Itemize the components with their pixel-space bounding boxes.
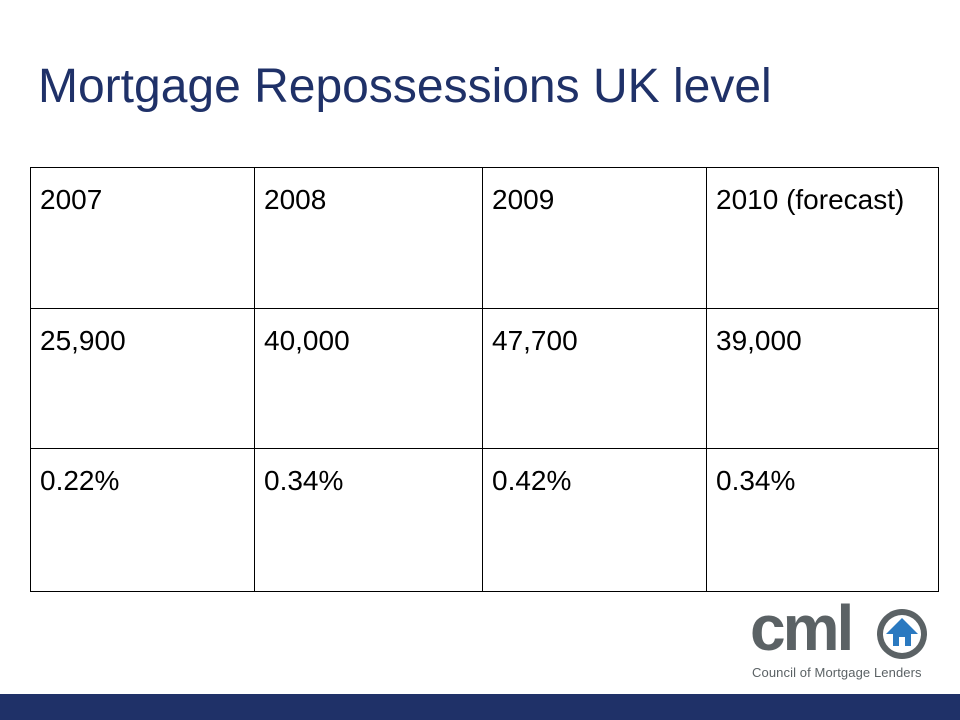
table-cell: 40,000 [254,308,483,449]
table-cell: 0.34% [706,448,939,592]
table-cell: 0.22% [30,448,255,592]
cml-logo: cml Council of Mortgage Lenders [748,596,940,684]
logo-wordmark: cml [750,592,854,664]
table-cell: 2007 [30,167,255,309]
table-cell: 0.34% [254,448,483,592]
table-cell: 47,700 [482,308,707,449]
table-cell: 39,000 [706,308,939,449]
table-cell: 2009 [482,167,707,309]
logo-tagline: Council of Mortgage Lenders [752,665,922,680]
table-cell: 2010 (forecast) [706,167,939,309]
table-cell: 25,900 [30,308,255,449]
footer-bar [0,694,960,720]
house-arrow-icon [877,609,927,659]
slide-title: Mortgage Repossessions UK level [38,60,772,113]
table-cell: 0.42% [482,448,707,592]
table-cell: 2008 [254,167,483,309]
table-row-percentages: 0.22% 0.34% 0.42% 0.34% [30,448,939,592]
table-row-years: 2007 2008 2009 2010 (forecast) [30,167,939,309]
table-row-counts: 25,900 40,000 47,700 39,000 [30,308,939,449]
repossessions-table: 2007 2008 2009 2010 (forecast) 25,900 40… [30,167,939,592]
